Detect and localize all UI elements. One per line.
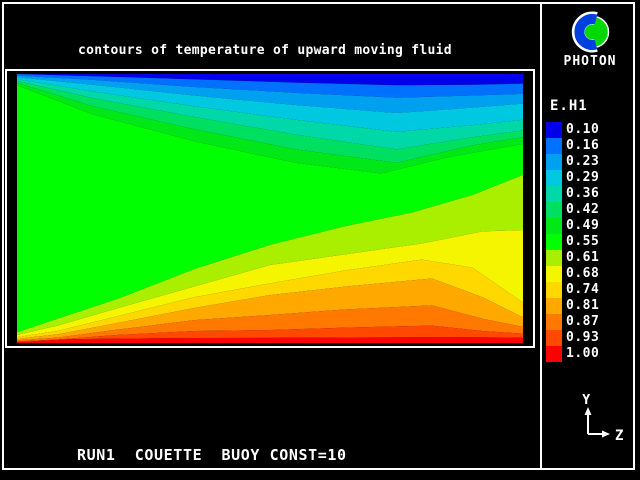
legend-value: 0.10: [566, 122, 600, 137]
legend-value: 0.87: [566, 314, 600, 329]
legend-swatch: [546, 330, 562, 346]
run-info-label: RUN1 COUETTE BUOY CONST=10: [77, 446, 347, 464]
legend-swatch: [546, 154, 562, 170]
legend-swatch: [546, 218, 562, 234]
legend-swatch: [546, 266, 562, 282]
y-axis-label: Y: [582, 394, 591, 408]
legend-swatch: [546, 234, 562, 250]
contour-band-0.55: [17, 85, 523, 333]
contour-band-1: [17, 337, 523, 343]
legend-value: 0.23: [566, 154, 600, 169]
outer-border: [2, 2, 635, 470]
panel-divider-line: [540, 2, 542, 470]
legend-value: 0.36: [566, 186, 600, 201]
photon-logo-icon: [571, 11, 610, 53]
legend-swatch: [546, 250, 562, 266]
legend-swatch: [546, 122, 562, 138]
legend-value: 0.81: [566, 298, 600, 313]
axis-orientation-icon: Y Z: [582, 394, 623, 444]
legend-value: 0.55: [566, 234, 600, 249]
contour-band-0.74: [17, 259, 523, 339]
contour-band-0.49: [17, 82, 523, 174]
legend-value: 0.68: [566, 266, 600, 281]
plot-frame: [5, 69, 535, 348]
page-title: contours of temperature of upward moving…: [78, 43, 452, 58]
legend-swatch: [546, 170, 562, 186]
legend-value: 0.49: [566, 218, 600, 233]
z-axis-label: Z: [615, 428, 623, 444]
legend-value: 0.42: [566, 202, 600, 217]
legend-swatch: [546, 298, 562, 314]
contour-band-0.16: [17, 74, 523, 98]
legend-swatch: [546, 282, 562, 298]
contour-band-0.23: [17, 75, 523, 114]
legend-value-labels: 0.10 0.16 0.23 0.29 0.36 0.42 0.49 0.55 0.61 0.68…: [566, 122, 599, 362]
legend-value: 0.74: [566, 282, 600, 297]
photon-app-label: PHOTON: [563, 54, 617, 69]
contour-band-0.68: [17, 230, 523, 338]
contour-band-0.61: [17, 174, 523, 335]
contour-band-0.1: [17, 74, 523, 86]
legend-swatch: [546, 314, 562, 330]
contour-band-0.81: [17, 278, 523, 341]
legend-value: 0.16: [566, 138, 600, 153]
legend-swatch: [546, 186, 562, 202]
legend-value: 0.61: [566, 250, 600, 265]
legend-value: 1.00: [566, 346, 600, 361]
legend-colorbar: [546, 122, 562, 362]
legend-value: 0.93: [566, 330, 600, 345]
contour-plot: [17, 74, 523, 343]
contour-band-0.29: [17, 77, 523, 132]
contour-band-0.87: [17, 305, 523, 342]
right-panel: PHOTON E.H1 0.10 0.16 0.23 0.29 0.36 0.42 0.49…: [542, 2, 638, 470]
contour-band-0.93: [17, 325, 523, 343]
legend-variable-label: E.H1: [550, 98, 588, 114]
legend-swatch: [546, 138, 562, 154]
contour-field: [17, 74, 523, 343]
legend-value: 0.29: [566, 170, 600, 185]
legend-swatch: [546, 202, 562, 218]
legend-swatch: [546, 346, 562, 362]
